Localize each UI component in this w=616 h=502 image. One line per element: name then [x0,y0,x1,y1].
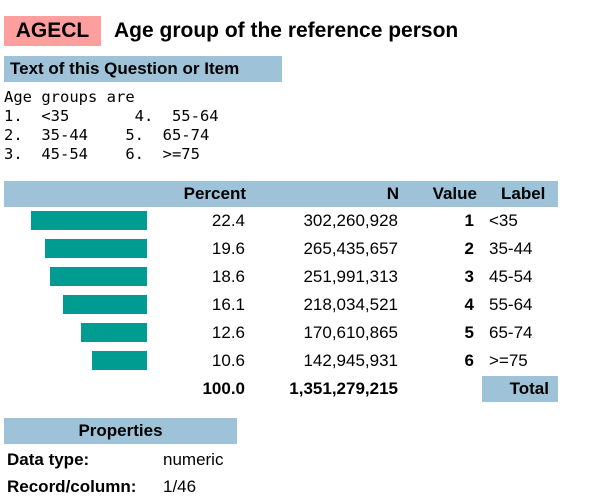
percent-bar [50,267,147,286]
percent-cell: 10.6 [211,351,245,370]
question-line: 1. <35 4. 55-64 [4,107,219,125]
total-n: 1,351,279,215 [289,379,398,398]
table-row: 12.6 170,610,865 5 65-74 [0,322,560,350]
record-column-value: 1/46 [163,477,197,496]
frequency-table-body: 22.4 302,260,928 1 <35 19.6 265,435,657 … [0,210,616,380]
percent-cell: 16.1 [211,295,245,314]
variable-title: Age group of the reference person [114,19,459,42]
label-cell: >=75 [489,351,528,370]
variable-code-badge: AGECL [4,16,101,46]
percent-bar [45,239,147,258]
percent-cell: 22.4 [211,211,245,230]
question-line: 3. 45-54 6. >=75 [4,145,200,163]
percent-bar [63,295,147,314]
value-cell: 1 [464,211,474,230]
question-line: 2. 35-44 5. 65-74 [4,126,210,144]
table-row: 10.6 142,945,931 6 >=75 [0,350,560,378]
percent-column-header: Percent [183,184,246,203]
n-cell: 218,034,521 [303,295,398,314]
label-column-header: Label [501,184,546,203]
table-row: 19.6 265,435,657 2 35-44 [0,238,560,266]
table-row: 22.4 302,260,928 1 <35 [0,210,560,238]
n-cell: 142,945,931 [303,351,398,370]
n-cell: 302,260,928 [303,211,398,230]
data-type-value: numeric [163,450,224,469]
properties-section-heading: Properties [4,418,237,444]
n-cell: 170,610,865 [303,323,398,342]
percent-bar [81,323,147,342]
frequency-table-header: Percent N Value Label [4,181,558,207]
label-cell: 45-54 [489,267,533,286]
data-type-label: Data type: [7,450,90,469]
record-column-label: Record/column: [7,477,137,496]
table-row: 18.6 251,991,313 3 45-54 [0,266,560,294]
label-cell: 55-64 [489,295,533,314]
n-column-header: N [386,184,399,203]
value-cell: 5 [464,323,474,342]
question-line: Age groups are [4,88,135,106]
total-label: Total [482,376,558,402]
n-cell: 251,991,313 [303,267,398,286]
question-section-heading: Text of this Question or Item [4,56,282,82]
value-cell: 6 [464,351,474,370]
total-percent: 100.0 [202,379,245,398]
value-cell: 3 [464,267,474,286]
percent-cell: 19.6 [211,239,245,258]
value-cell: 2 [464,239,474,258]
label-cell: 35-44 [489,239,533,258]
table-row: 16.1 218,034,521 4 55-64 [0,294,560,322]
n-cell: 265,435,657 [303,239,398,258]
label-cell: 65-74 [489,323,533,342]
value-cell: 4 [464,295,474,314]
percent-cell: 18.6 [211,267,245,286]
value-column-header: Value [432,184,477,203]
percent-bar [31,211,147,230]
label-cell: <35 [489,211,518,230]
question-text: Age groups are 1. <35 4. 55-64 2. 35-44 … [4,88,219,164]
percent-bar [92,351,147,370]
percent-cell: 12.6 [211,323,245,342]
